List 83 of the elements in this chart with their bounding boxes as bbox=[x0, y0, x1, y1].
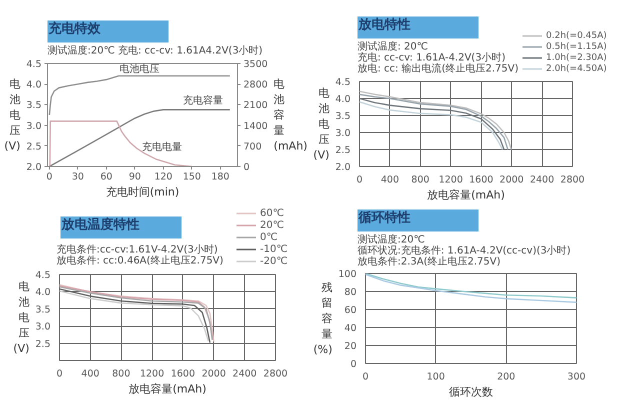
chart-title: 充电特效 bbox=[48, 20, 102, 36]
legend-label: 0℃ bbox=[260, 231, 279, 243]
y-tick-label: 2.5 bbox=[35, 338, 50, 350]
legend-label: 0.5h(=1.15A) bbox=[546, 41, 607, 52]
x-axis-title: 放电容量(mAh) bbox=[427, 188, 505, 202]
y-axis-title: 电池电压(V) bbox=[13, 280, 30, 356]
y-tick-label: 3.5 bbox=[35, 304, 50, 316]
x-tick-label: 180 bbox=[211, 172, 230, 182]
x-tick-label: 1200 bbox=[140, 368, 164, 380]
x-tick-label: 100 bbox=[426, 372, 445, 382]
y-tick-label: 80 bbox=[344, 287, 357, 298]
chart-subtitle: 测试温度:20℃ 循环状况:充电条件: 1.61A-4.2V(cc-cv)(3小时) 放电条件:2.3A(终止电压2.75V) bbox=[358, 234, 571, 268]
y-axis-title: 电池电压(V) bbox=[313, 86, 330, 162]
x-tick-label: 120 bbox=[154, 172, 172, 182]
legend-label: 20℃ bbox=[260, 219, 284, 231]
chart-title: 循环特性 bbox=[358, 210, 410, 226]
x-tick-label: 90 bbox=[128, 172, 141, 182]
x-tick-label: 200 bbox=[497, 372, 516, 382]
x-tick-label: 150 bbox=[182, 172, 201, 182]
x-tick-label: 1600 bbox=[469, 174, 494, 186]
y-tick-label: 20 bbox=[344, 341, 357, 352]
y-tick-label: 40 bbox=[344, 323, 357, 334]
y-tick-label: 4.0 bbox=[35, 287, 50, 298]
y2-tick-label: 0 bbox=[244, 162, 250, 173]
x-tick-label: 800 bbox=[411, 174, 430, 186]
x-tick-label: 0 bbox=[56, 368, 63, 380]
legend-label: 0.2h(=0.45A) bbox=[546, 30, 607, 41]
y2-tick-label: 2800 bbox=[244, 80, 268, 91]
legend-label: 1.0h(=2.30A) bbox=[546, 52, 607, 63]
y2-tick-label: 3500 bbox=[244, 59, 268, 70]
x-tick-label: 0 bbox=[362, 372, 369, 382]
y-axis-title: 残留容量(%) bbox=[313, 280, 332, 356]
y-tick-label: 0 bbox=[350, 359, 357, 370]
chart-title: 放电温度特性 bbox=[60, 216, 140, 232]
chart-subtitle: 测试温度:20℃ 充电: cc-cv: 1.61A4.2V(3小时) bbox=[48, 44, 263, 56]
y-tick-label: 2.5 bbox=[335, 145, 350, 156]
x-tick-label: 800 bbox=[112, 368, 130, 380]
x-tick-label: 400 bbox=[81, 368, 100, 380]
y-tick-label: 2.5 bbox=[26, 141, 42, 152]
x-tick-label: 2400 bbox=[232, 368, 257, 380]
x-tick-label: 300 bbox=[567, 372, 586, 382]
chart-title: 放电特性 bbox=[358, 18, 410, 32]
legend-label: 2.0h(=4.50A) bbox=[546, 63, 607, 74]
legend-label: -20℃ bbox=[260, 255, 288, 267]
y-tick-label: 60 bbox=[344, 305, 357, 316]
y-tick-label: 4.5 bbox=[335, 77, 350, 88]
y-tick-label: 3.5 bbox=[335, 111, 350, 122]
y-tick-label: 4.0 bbox=[26, 80, 42, 91]
x-tick-label: 60 bbox=[100, 172, 112, 182]
x-tick-label: 30 bbox=[72, 172, 84, 182]
x-tick-label: 400 bbox=[380, 174, 400, 186]
y-axis-title: 电池电压(V) bbox=[4, 77, 20, 153]
x-tick-label: 2000 bbox=[202, 368, 226, 380]
y-tick-label: 3.0 bbox=[335, 128, 350, 139]
y2-tick-label: 700 bbox=[244, 141, 262, 152]
x-axis-title: 充电时间(min) bbox=[106, 186, 180, 198]
y-tick-label: 3.0 bbox=[35, 322, 50, 333]
x-tick-label: 1600 bbox=[170, 368, 196, 380]
chart-subtitle: 测试温度: 20℃ 充电: cc-cv: 1.61A-4.2V(3小时) 放电: cc: 输出电流(终止电压2.75V) bbox=[358, 40, 519, 74]
x-axis-title: 放电容量(mAh) bbox=[128, 382, 206, 396]
y-tick-label: 4.5 bbox=[26, 59, 42, 70]
y2-axis-title: 电池容量(mAh) bbox=[274, 77, 308, 153]
series-label: 电池电压 bbox=[120, 62, 160, 75]
y-tick-label: 3.0 bbox=[26, 120, 42, 132]
x-axis-title: 循环次数 bbox=[449, 386, 493, 398]
y-tick-label: 3.5 bbox=[26, 100, 42, 112]
series-label: 充电电量 bbox=[142, 140, 182, 153]
x-tick-label: 2000 bbox=[500, 174, 524, 186]
y-tick-label: 4.0 bbox=[335, 94, 350, 105]
legend-label: 60℃ bbox=[260, 207, 284, 219]
y-tick-label: 2.0 bbox=[335, 162, 350, 173]
legend-label: 充电容量 bbox=[182, 94, 223, 107]
x-tick-label: 2400 bbox=[530, 174, 554, 186]
y-tick-label: 100 bbox=[338, 269, 357, 280]
x-tick-label: 2800 bbox=[560, 174, 585, 186]
x-tick-label: 1200 bbox=[438, 174, 463, 186]
x-tick-label: 2800 bbox=[263, 368, 288, 380]
y2-tick-label: 1400 bbox=[244, 120, 268, 132]
y-tick-label: 2.0 bbox=[26, 162, 42, 173]
legend-label: -10℃ bbox=[260, 243, 288, 255]
y-tick-label: 4.5 bbox=[35, 270, 50, 281]
chart-subtitle: 充电条件:cc-cv:1.61V-4.2V(3小时) 放电条件: cc:0.46A(终止电压2.75V) bbox=[56, 244, 224, 266]
y2-tick-label: 2100 bbox=[244, 100, 268, 112]
